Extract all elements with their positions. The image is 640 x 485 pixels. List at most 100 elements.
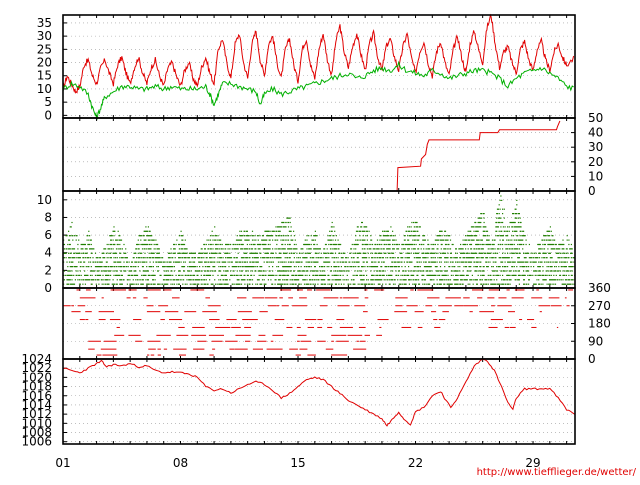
wind-sample: [340, 243, 342, 246]
wind-sample: [483, 270, 485, 272]
wind-sample: [184, 261, 186, 263]
wind-sample: [380, 266, 382, 268]
wind-sample: [452, 261, 454, 263]
wind-sample: [287, 279, 289, 281]
wind-sample: [408, 248, 410, 250]
wind-sample: [513, 266, 515, 268]
wind-sample: [173, 279, 175, 281]
wind-sample: [512, 274, 514, 276]
wind-sample: [293, 257, 295, 259]
wind-sample: [322, 257, 324, 259]
wind-sample: [523, 279, 525, 281]
wind-sample: [194, 252, 196, 254]
wind-sample: [308, 243, 310, 246]
wind-sample: [507, 257, 509, 259]
wind-sample: [434, 266, 436, 268]
wind-sample: [206, 239, 208, 241]
wind-sample: [379, 239, 381, 241]
wind-sample: [201, 270, 203, 272]
wind-sample: [366, 248, 368, 250]
wind-sample: [287, 239, 290, 241]
wind-sample: [295, 274, 297, 276]
wind-sample: [542, 266, 544, 268]
wind-sample: [283, 283, 285, 285]
wind-sample: [498, 213, 500, 215]
wind-sample: [173, 261, 175, 263]
wind-sample: [454, 279, 456, 281]
wind-sample: [507, 261, 510, 263]
wind-sample: [482, 283, 484, 285]
wind-sample: [515, 248, 517, 250]
wind-sample: [393, 266, 395, 268]
wind-sample: [305, 257, 307, 259]
wind-sample: [256, 235, 259, 237]
wind-sample: [71, 235, 73, 237]
wind-sample: [438, 270, 440, 272]
wind-sample: [167, 257, 170, 259]
wind-sample: [351, 261, 353, 263]
wind-sample: [327, 235, 329, 237]
wind-sample: [288, 217, 290, 219]
wind-sample: [405, 252, 407, 254]
wind-sample: [382, 270, 384, 272]
wind-sample: [546, 239, 548, 241]
wind-sample: [126, 283, 128, 285]
wind-sample: [370, 248, 372, 250]
wind-sample: [246, 257, 248, 259]
wind-sample: [465, 266, 467, 268]
wind-sample: [225, 257, 227, 259]
wind-sample: [553, 239, 555, 241]
wind-sample: [373, 266, 375, 268]
wind-sample: [418, 266, 420, 268]
wind-sample: [145, 243, 147, 246]
wind-sample: [476, 239, 478, 241]
wind-sample: [364, 257, 366, 259]
wind-sample: [406, 261, 408, 263]
wind-sample: [90, 239, 92, 241]
wind-sample: [333, 279, 335, 281]
wind-sample: [250, 274, 252, 276]
wind-sample: [82, 283, 84, 285]
wind-sample: [381, 252, 383, 254]
wind-sample: [298, 266, 300, 268]
wind-sample: [144, 261, 146, 263]
wind-sample: [472, 226, 474, 228]
wind-sample: [361, 221, 363, 224]
wind-sample: [282, 239, 284, 241]
wind-sample: [423, 279, 426, 281]
wind-sample: [549, 270, 551, 272]
wind-sample: [362, 261, 364, 263]
wind-sample: [478, 239, 480, 241]
wind-sample: [361, 230, 363, 232]
wind-sample: [385, 252, 387, 254]
wind-sample: [319, 248, 321, 250]
wind-sample: [306, 270, 308, 272]
wind-sample: [246, 261, 248, 263]
wind-sample: [439, 274, 441, 276]
wind-sample: [73, 252, 75, 254]
wind-sample: [561, 266, 563, 268]
wind-sample: [416, 230, 418, 232]
wind-sample: [113, 226, 115, 228]
wind-sample: [490, 274, 492, 276]
wind-sample: [116, 257, 118, 259]
wind-sample: [514, 270, 516, 272]
wind-sample: [254, 248, 256, 250]
wind-sample: [120, 252, 122, 254]
wind-sample: [431, 261, 433, 263]
y-tick-label: 30: [37, 29, 52, 43]
wind-sample: [258, 279, 260, 281]
wind-sample: [400, 274, 402, 276]
wind-sample: [510, 221, 512, 224]
wind-sample: [357, 283, 359, 285]
wind-sample: [469, 239, 471, 241]
wind-sample: [248, 279, 250, 281]
wind-sample: [70, 226, 72, 228]
wind-sample: [194, 257, 196, 259]
wind-sample: [324, 279, 326, 281]
wind-sample: [72, 239, 74, 241]
wind-sample: [137, 283, 139, 285]
wind-sample: [446, 270, 448, 272]
wind-sample: [192, 266, 194, 268]
wind-sample: [479, 266, 481, 268]
